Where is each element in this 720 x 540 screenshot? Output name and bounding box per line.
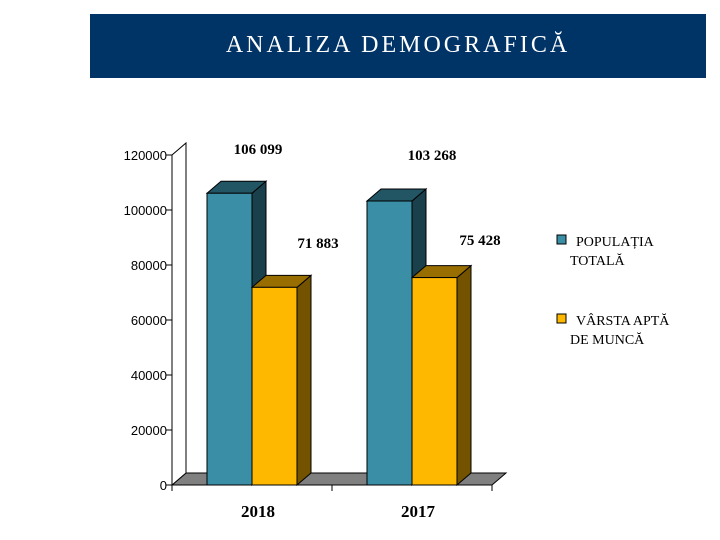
y-tick-label-0: 0: [160, 478, 167, 493]
bar-0-1: [366, 200, 413, 486]
title-banner: ANALIZA DEMOGRAFICĂ: [90, 14, 706, 78]
bar-side-1-0: [296, 274, 312, 487]
y-tick-label-1: 20000: [131, 423, 167, 438]
bar-1-1: [411, 277, 458, 486]
legend-label-1-1: DE MUNCĂ: [570, 331, 645, 348]
legend-swatch-1: [556, 313, 567, 324]
legend-label-0-1: TOTALĂ: [570, 252, 626, 269]
legend-label-0-0: POPULAȚIA: [576, 235, 655, 250]
y-tick-label-2: 40000: [131, 368, 167, 383]
legend-swatch-0: [556, 234, 567, 245]
data-label-0-0: 106 099: [234, 142, 283, 158]
data-label-0-1: 103 268: [408, 148, 457, 164]
legend-label-1-0: VÂRSTA APTĂ: [576, 312, 670, 329]
data-label-1-1: 75 428: [459, 233, 500, 249]
bar-0-0: [206, 192, 253, 486]
y-tick-label-6: 120000: [124, 148, 167, 163]
x-tick-label-1: 2017: [401, 502, 436, 521]
chart-side-wall: [171, 141, 187, 487]
bar-1-0: [251, 286, 298, 486]
chart-title: ANALIZA DEMOGRAFICĂ: [225, 32, 571, 58]
y-tick-label-5: 100000: [124, 203, 167, 218]
y-tick-label-3: 60000: [131, 313, 167, 328]
y-tick-label-4: 80000: [131, 258, 167, 273]
x-tick-label-0: 2018: [241, 502, 275, 521]
bar-side-1-1: [456, 264, 472, 487]
data-label-1-0: 71 883: [297, 236, 338, 252]
